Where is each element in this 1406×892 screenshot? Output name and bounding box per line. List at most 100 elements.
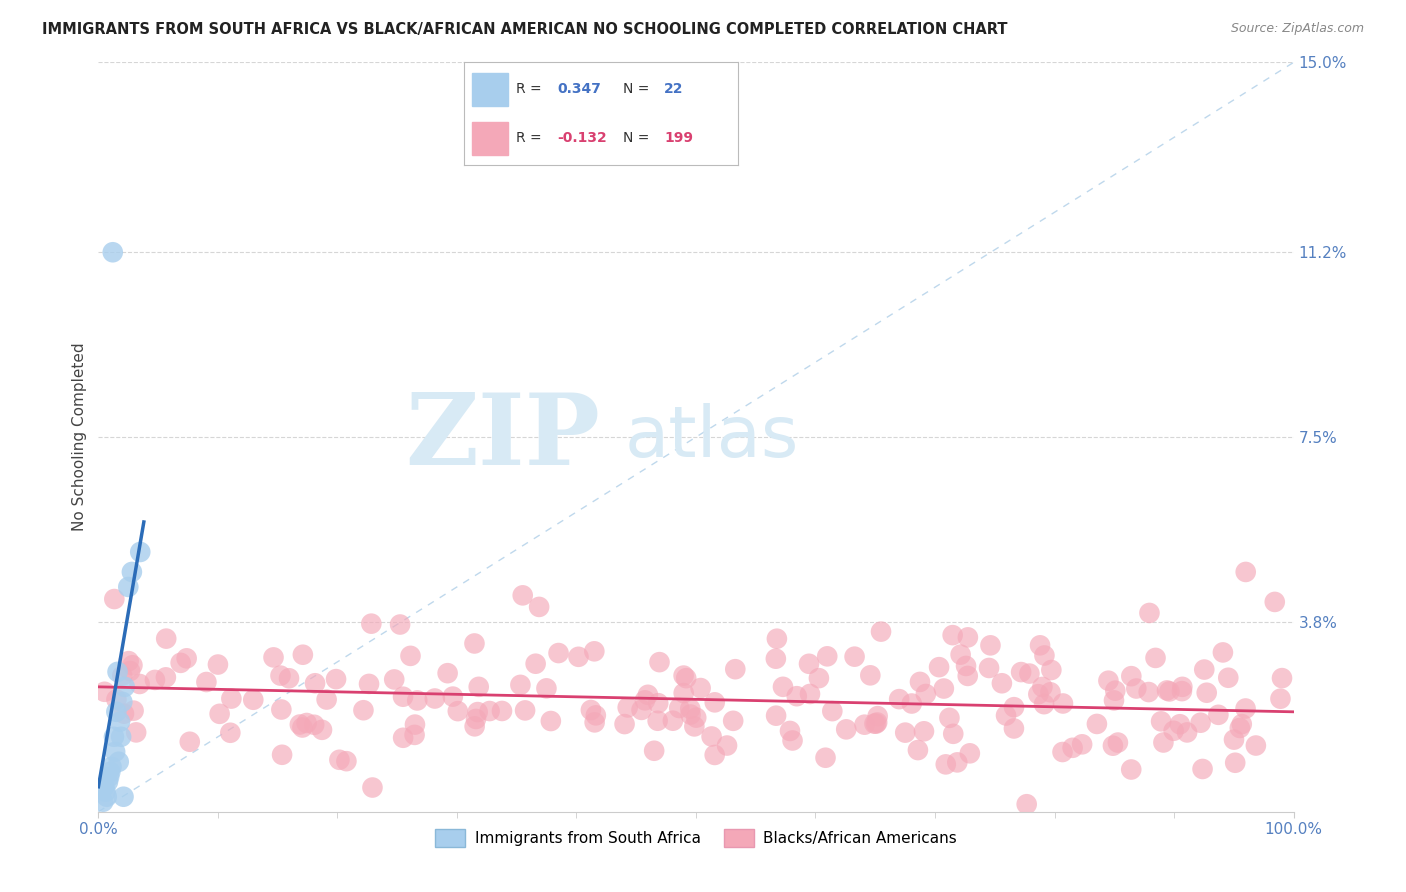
- Text: 22: 22: [664, 82, 683, 96]
- Point: [406, 693, 429, 707]
- Point: [675, 671, 697, 685]
- Point: [859, 668, 882, 682]
- Point: [807, 671, 830, 685]
- Point: [1085, 717, 1108, 731]
- Point: [105, 692, 128, 706]
- Point: [1125, 681, 1147, 696]
- Point: [155, 632, 177, 646]
- Y-axis label: No Schooling Completed: No Schooling Completed: [72, 343, 87, 532]
- Text: Source: ZipAtlas.com: Source: ZipAtlas.com: [1230, 22, 1364, 36]
- Point: [465, 712, 488, 726]
- Point: [1264, 595, 1286, 609]
- Point: [1029, 638, 1052, 652]
- Point: [643, 744, 665, 758]
- Point: [894, 725, 917, 739]
- Point: [278, 671, 301, 685]
- Point: [1144, 651, 1167, 665]
- Point: [766, 632, 789, 646]
- Point: [404, 717, 426, 731]
- Point: [1195, 686, 1218, 700]
- Point: [662, 714, 685, 728]
- Point: [302, 718, 325, 732]
- Point: [208, 706, 231, 721]
- Point: [942, 628, 965, 642]
- Point: [637, 688, 659, 702]
- Text: R =: R =: [516, 131, 546, 145]
- Point: [613, 717, 636, 731]
- Point: [1018, 666, 1040, 681]
- Point: [1230, 717, 1253, 731]
- Point: [536, 681, 558, 696]
- Point: [648, 655, 671, 669]
- Point: [995, 708, 1018, 723]
- Point: [179, 735, 201, 749]
- Point: [467, 705, 489, 719]
- Point: [389, 617, 412, 632]
- Point: [143, 673, 166, 687]
- Point: [335, 754, 357, 768]
- Point: [325, 672, 347, 686]
- Point: [270, 668, 292, 682]
- Point: [956, 631, 979, 645]
- Point: [121, 565, 143, 579]
- Point: [1052, 745, 1074, 759]
- Point: [935, 757, 957, 772]
- Point: [464, 719, 486, 733]
- Point: [111, 668, 134, 682]
- Point: [121, 658, 143, 673]
- Point: [360, 616, 382, 631]
- Point: [1271, 671, 1294, 685]
- Point: [946, 756, 969, 770]
- Point: [959, 747, 981, 761]
- Point: [221, 691, 243, 706]
- Point: [1097, 673, 1119, 688]
- Point: [105, 705, 128, 719]
- Point: [1002, 722, 1025, 736]
- Point: [1071, 737, 1094, 751]
- Point: [1040, 663, 1063, 677]
- Point: [96, 789, 118, 804]
- Point: [467, 680, 489, 694]
- Point: [683, 719, 706, 733]
- Point: [689, 681, 711, 695]
- Point: [1139, 606, 1161, 620]
- Point: [949, 648, 972, 662]
- Point: [93, 780, 115, 794]
- Point: [436, 666, 458, 681]
- Point: [103, 592, 125, 607]
- Point: [889, 692, 911, 706]
- Point: [932, 681, 955, 696]
- Point: [1234, 701, 1257, 715]
- Point: [672, 686, 695, 700]
- Point: [956, 669, 979, 683]
- Point: [513, 703, 536, 717]
- Point: [579, 703, 602, 717]
- Point: [242, 693, 264, 707]
- Point: [647, 696, 669, 710]
- Point: [195, 675, 218, 690]
- Point: [540, 714, 562, 728]
- Text: ZIP: ZIP: [405, 389, 600, 485]
- Point: [1175, 725, 1198, 739]
- Point: [315, 692, 337, 706]
- Point: [585, 708, 607, 723]
- Point: [1234, 565, 1257, 579]
- Point: [112, 706, 135, 721]
- Point: [288, 717, 311, 731]
- Point: [907, 743, 929, 757]
- Point: [155, 670, 177, 684]
- Point: [797, 657, 820, 671]
- Point: [1218, 671, 1240, 685]
- Point: [392, 690, 415, 704]
- Point: [291, 721, 314, 735]
- Point: [382, 673, 405, 687]
- Point: [291, 648, 314, 662]
- Point: [120, 664, 142, 678]
- Point: [207, 657, 229, 672]
- Point: [821, 704, 844, 718]
- Point: [103, 730, 125, 744]
- Point: [271, 747, 294, 762]
- Point: [583, 644, 606, 658]
- Point: [863, 716, 886, 731]
- Point: [1102, 693, 1125, 707]
